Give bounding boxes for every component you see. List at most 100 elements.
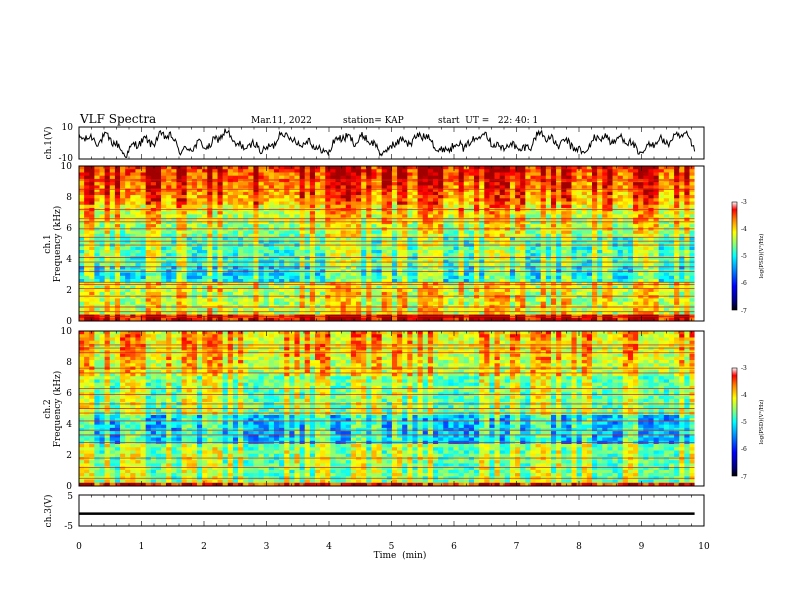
spectrogram-cell [371, 195, 377, 199]
spectrogram-cell [586, 308, 593, 312]
spectrogram-cell [422, 240, 429, 244]
spectrogram-cell [345, 266, 352, 270]
spectrogram-cell [566, 240, 572, 244]
spectrogram-cell [176, 256, 182, 260]
spectrogram-cell [443, 249, 449, 254]
spectrogram-cell [99, 169, 105, 173]
spectrogram-cell [258, 256, 264, 260]
spectrogram-cell [253, 295, 259, 299]
spectrogram-cell [463, 224, 470, 228]
spectrogram-cell [191, 214, 198, 218]
spectrogram-cell [479, 246, 485, 251]
spectrogram-cell [130, 201, 136, 206]
spectrogram-cell [407, 185, 413, 189]
spectrogram-cell [273, 195, 280, 199]
spectrogram-cell [340, 185, 347, 189]
spectrogram-cell [130, 191, 136, 196]
spectrogram-cell [592, 204, 598, 209]
spectrogram-cell [371, 240, 377, 244]
spectrogram-cell [325, 233, 331, 238]
spectrogram-cell [171, 285, 177, 290]
spectrogram-cell [576, 288, 583, 293]
spectrogram-cell [561, 298, 567, 302]
spectrogram-cell [402, 175, 408, 180]
spectrogram-cell [84, 282, 90, 286]
spectrogram-cell [386, 224, 393, 228]
spectrogram-cell [402, 237, 408, 241]
spectrogram-cell [227, 185, 234, 189]
spectrogram-cell [217, 288, 223, 293]
spectrogram-cell [571, 240, 577, 244]
spectrogram-cell [468, 311, 475, 315]
spectrogram-cell [150, 201, 157, 206]
spectrogram-cell [448, 285, 454, 290]
spectrogram-cell [89, 275, 95, 280]
spectrogram-cell [191, 175, 198, 180]
spectrogram-cell [325, 308, 331, 312]
spectrogram-cell [535, 262, 542, 267]
spectrogram-cell [386, 220, 393, 225]
spectrogram-cell [217, 311, 223, 315]
spectrogram-cell [340, 301, 347, 306]
spectrogram-cell [217, 253, 223, 257]
spectrogram-cell [350, 275, 357, 280]
spectrogram-cell [294, 224, 300, 228]
spectrogram-cell [458, 172, 465, 176]
spectrogram-cell [581, 262, 588, 267]
spectrogram-cell [94, 279, 100, 283]
spectrogram-cell [299, 237, 306, 241]
spectrogram-cell [545, 211, 552, 215]
spectrogram-cell [238, 253, 244, 257]
spectrogram-cell [581, 198, 588, 202]
spectrogram-cell [130, 204, 136, 209]
spectrogram-cell [79, 220, 85, 225]
spectrogram-cell [253, 249, 259, 254]
spectrogram-cell [284, 240, 290, 244]
spectrogram-cell [222, 237, 229, 241]
spectrogram-cell [474, 240, 480, 244]
spectrogram-cell [309, 275, 316, 280]
spectrogram-cell [176, 308, 182, 312]
spectrogram-cell [325, 256, 331, 260]
spectrogram-cell [520, 198, 526, 202]
spectrogram-cell [586, 237, 593, 241]
spectrogram-cell [479, 178, 485, 183]
spectrogram-cell [314, 262, 321, 267]
spectrogram-cell [350, 233, 357, 238]
spectrogram-cell [227, 220, 234, 225]
spectrogram-cell [140, 246, 146, 251]
spectrogram-cell [217, 272, 223, 277]
spectrogram-cell [120, 275, 126, 280]
spectrogram-cell [202, 285, 208, 290]
spectrogram-cell [294, 282, 300, 286]
spectrogram-cell [391, 224, 398, 228]
spectrogram-cell [212, 214, 218, 218]
spectrogram-cell [592, 201, 598, 206]
spectrogram-cell [155, 230, 162, 235]
spectrogram-cell [417, 262, 424, 267]
spectrogram-cell [161, 166, 167, 170]
spectrogram-cell [253, 311, 259, 315]
spectrogram-cell [309, 201, 316, 206]
spectrogram-cell [494, 311, 500, 315]
spectrogram-cell [263, 256, 270, 260]
spectrogram-cell [592, 175, 598, 180]
spectrogram-cell [520, 175, 526, 180]
spectrogram-cell [253, 217, 259, 222]
spectrogram-cell [258, 217, 264, 222]
spectrogram-cell [268, 185, 275, 189]
spectrogram-cell [391, 191, 398, 196]
spectrogram-cell [422, 266, 429, 270]
spectrogram-cell [350, 262, 357, 267]
spectrogram-cell [509, 195, 516, 199]
header-station: station= KAP [343, 116, 404, 126]
spectrogram-cell [186, 285, 193, 290]
spectrogram-cell [212, 166, 218, 170]
spectrogram-cell [232, 279, 239, 283]
figure-title: VLF Spectra [79, 112, 156, 126]
spectrogram-cell [279, 169, 285, 173]
spectrogram-cell [191, 266, 198, 270]
spectrogram-cell [509, 279, 516, 283]
spectrogram-cell [356, 204, 362, 209]
spectrogram-cell [453, 178, 459, 183]
